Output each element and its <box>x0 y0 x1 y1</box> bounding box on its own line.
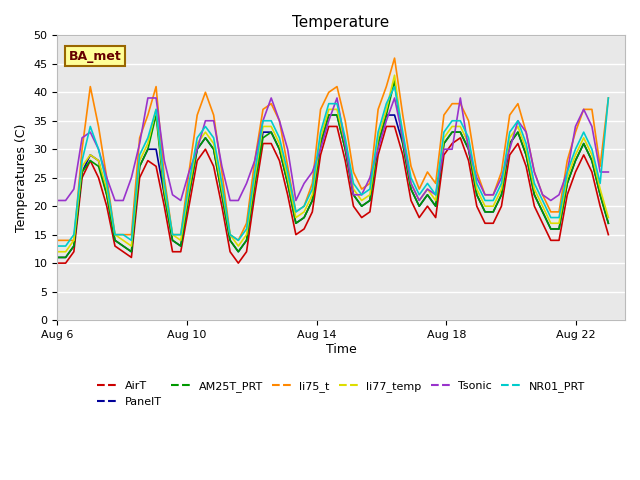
X-axis label: Time: Time <box>326 343 356 356</box>
Text: BA_met: BA_met <box>68 49 122 62</box>
Y-axis label: Temperatures (C): Temperatures (C) <box>15 123 28 232</box>
Title: Temperature: Temperature <box>292 15 390 30</box>
Legend: AirT, PanelT, AM25T_PRT, li75_t, li77_temp, Tsonic, NR01_PRT: AirT, PanelT, AM25T_PRT, li75_t, li77_te… <box>93 377 589 411</box>
